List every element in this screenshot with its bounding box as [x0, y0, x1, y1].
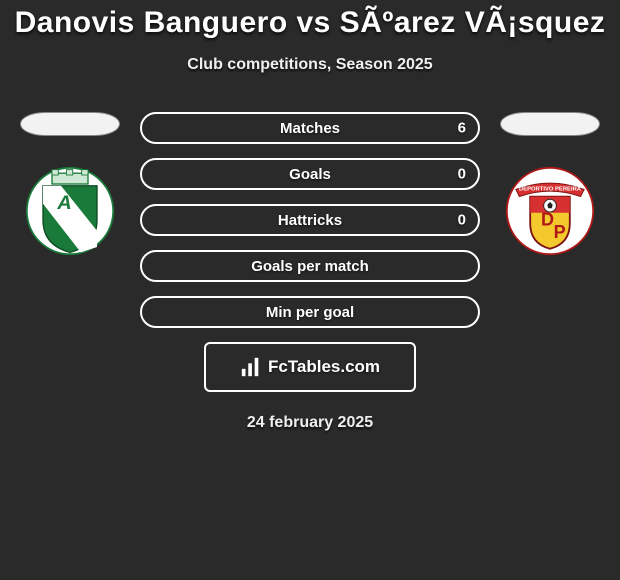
left-club-badge: A N	[25, 166, 115, 256]
date-text: 24 february 2025	[247, 414, 373, 432]
page-title: Danovis Banguero vs SÃºarez VÃ¡squez	[15, 6, 606, 40]
stat-label: Hattricks	[278, 212, 342, 229]
right-club-badge: DEPORTIVO PEREIRA D P	[505, 166, 595, 256]
page-subtitle: Club competitions, Season 2025	[187, 56, 432, 74]
stat-right-value: 0	[458, 166, 466, 183]
stat-matches: Matches 6	[140, 112, 480, 144]
stat-label: Matches	[280, 120, 340, 137]
stat-right-value: 6	[458, 120, 466, 137]
left-player-col: A N	[20, 112, 120, 256]
left-badge-svg: A N	[25, 166, 115, 256]
brand-box[interactable]: FcTables.com	[204, 342, 416, 392]
stat-goals: Goals 0	[140, 158, 480, 190]
svg-text:D: D	[541, 209, 554, 229]
stat-hattricks: Hattricks 0	[140, 204, 480, 236]
right-badge-svg: DEPORTIVO PEREIRA D P	[505, 166, 595, 256]
stat-label: Min per goal	[266, 304, 354, 321]
stat-right-value: 0	[458, 212, 466, 229]
svg-text:N: N	[72, 214, 87, 236]
stat-label: Goals	[289, 166, 331, 183]
comparison-row: A N Matches 6 Goals 0 Hattricks 0	[0, 112, 620, 328]
bars-icon	[240, 356, 262, 378]
stat-min-per-goal: Min per goal	[140, 296, 480, 328]
left-flag	[20, 112, 120, 136]
right-flag	[500, 112, 600, 136]
svg-text:P: P	[554, 222, 566, 242]
svg-text:A: A	[56, 192, 71, 214]
stat-label: Goals per match	[251, 258, 369, 275]
brand-text: FcTables.com	[268, 357, 380, 377]
stat-goals-per-match: Goals per match	[140, 250, 480, 282]
svg-text:DEPORTIVO PEREIRA: DEPORTIVO PEREIRA	[519, 186, 582, 192]
stats-column: Matches 6 Goals 0 Hattricks 0 Goals per …	[140, 112, 480, 328]
right-player-col: DEPORTIVO PEREIRA D P	[500, 112, 600, 256]
